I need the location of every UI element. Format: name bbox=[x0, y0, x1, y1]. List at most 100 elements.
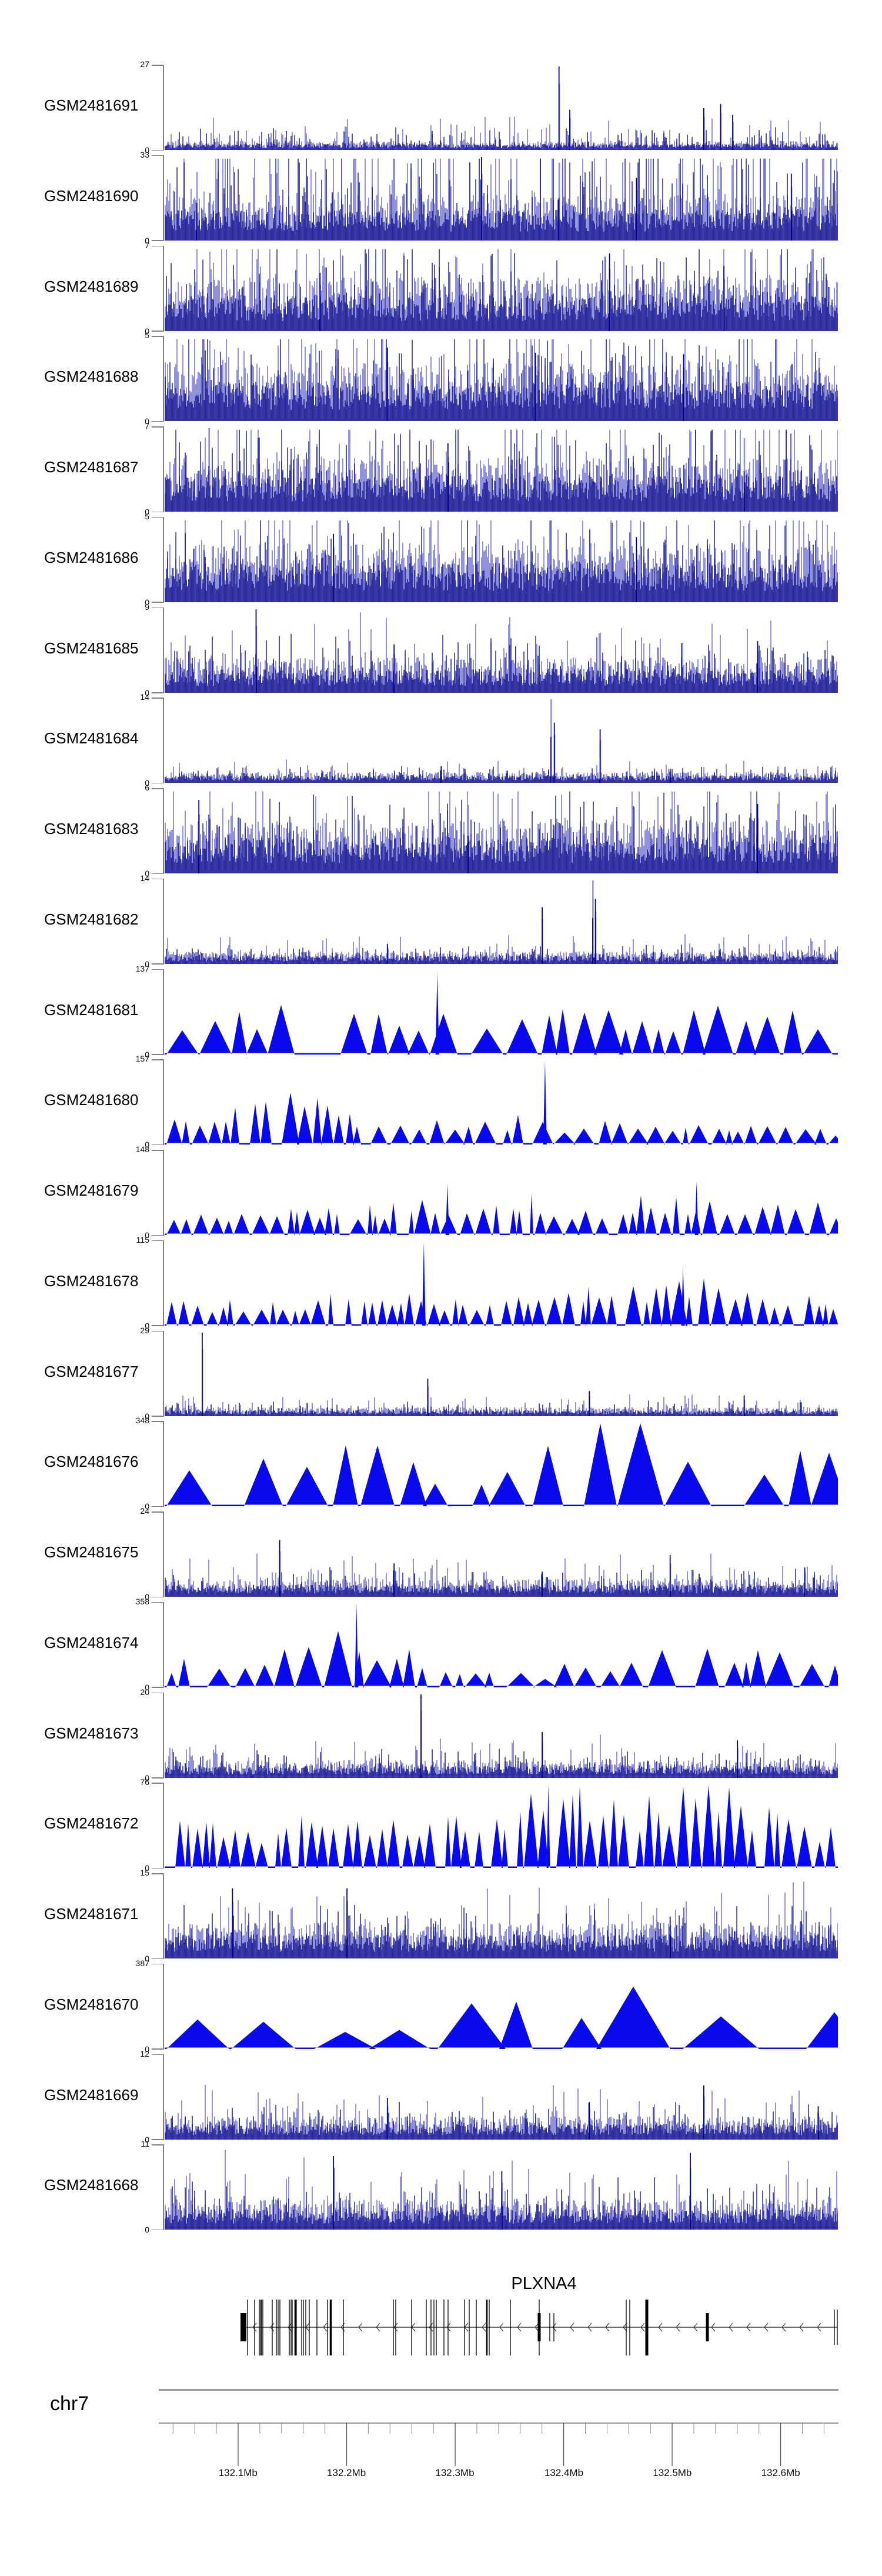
separator-line bbox=[159, 2389, 838, 2391]
track-y-axis-line bbox=[163, 1783, 164, 1869]
track-ymax-label: 24 bbox=[140, 1506, 149, 1516]
track-ymax-label: 20 bbox=[140, 1687, 149, 1697]
track-y-axis-bottom-tick bbox=[152, 1144, 163, 1146]
track-y-axis-line bbox=[163, 1240, 164, 1326]
track-ymax-label: 14 bbox=[140, 692, 149, 702]
track-ymax-label: 29 bbox=[140, 1325, 149, 1335]
track-label: GSM2481688 bbox=[44, 368, 139, 386]
track-y-axis-top-tick bbox=[152, 969, 163, 970]
track-y-axis-top-tick bbox=[152, 1873, 163, 1874]
track-ymin-label: 0 bbox=[145, 1320, 149, 1330]
track-row: GSM2481689 7 0 bbox=[0, 241, 882, 336]
track-y-axis-top-tick bbox=[152, 1511, 163, 1513]
track-y-axis-bottom-tick bbox=[152, 421, 163, 422]
track-y-axis-bottom-tick bbox=[152, 1958, 163, 1960]
signal-plot bbox=[165, 699, 838, 783]
track-y-axis-line bbox=[163, 65, 164, 151]
track-ymin-label: 0 bbox=[145, 688, 149, 698]
track-label: GSM2481686 bbox=[44, 548, 139, 566]
track-ymin-label: 0 bbox=[145, 1592, 149, 1601]
track-y-axis-top-tick bbox=[152, 1783, 163, 1784]
track-label: GSM2481675 bbox=[44, 1543, 139, 1561]
track-ymin-label: 0 bbox=[145, 1501, 149, 1511]
track-y-axis-top-tick bbox=[152, 155, 163, 156]
track-ymin-label: 0 bbox=[145, 2225, 149, 2235]
track-y-axis-bottom-tick bbox=[152, 149, 163, 151]
track-y-axis-bottom-tick bbox=[152, 1777, 163, 1778]
track-row: GSM2481682 14 0 bbox=[0, 873, 882, 969]
track-y-axis-bottom-tick bbox=[152, 511, 163, 513]
track-row: GSM2481669 12 0 bbox=[0, 2048, 882, 2144]
track-ymin-label: 0 bbox=[145, 1773, 149, 1783]
track-y-axis-top-tick bbox=[152, 788, 163, 789]
track-y-axis-line bbox=[163, 155, 164, 241]
track-y-axis-line bbox=[163, 1150, 164, 1236]
track-ymin-label: 0 bbox=[145, 2134, 149, 2144]
track-y-axis-line bbox=[163, 2144, 164, 2231]
signal-plot bbox=[165, 1182, 838, 1235]
track-ymin-label: 0 bbox=[145, 326, 149, 336]
track-label: GSM2481680 bbox=[44, 1091, 139, 1109]
track-y-axis-line bbox=[163, 1692, 164, 1778]
track-y-axis-line bbox=[163, 607, 164, 693]
track-y-axis-line bbox=[163, 1963, 164, 2050]
track-y-axis-line bbox=[163, 1330, 164, 1417]
track-label: GSM2481683 bbox=[44, 820, 139, 837]
track-y-axis-top-tick bbox=[152, 1692, 163, 1694]
track-label: GSM2481677 bbox=[44, 1362, 139, 1380]
track-row: GSM2481680 157 0 bbox=[0, 1054, 882, 1149]
track-label: GSM2481685 bbox=[44, 639, 139, 657]
track-y-axis-line bbox=[163, 245, 164, 332]
track-label: GSM2481687 bbox=[44, 458, 139, 476]
track-label: GSM2481669 bbox=[44, 2086, 139, 2104]
track-label: GSM2481676 bbox=[44, 1453, 139, 1471]
track-ymin-label: 0 bbox=[145, 959, 149, 969]
gene-model bbox=[240, 2300, 838, 2355]
track-y-axis-top-tick bbox=[152, 2054, 163, 2056]
track-ymax-label: 5 bbox=[145, 511, 149, 521]
track-label: GSM2481690 bbox=[44, 186, 139, 205]
signal-plot bbox=[165, 2084, 838, 2140]
track-ymin-label: 0 bbox=[145, 1863, 149, 1873]
genome-ruler bbox=[159, 2422, 838, 2466]
track-y-axis-line bbox=[163, 788, 164, 874]
track-label: GSM2481672 bbox=[44, 1814, 139, 1833]
track-y-axis-top-tick bbox=[152, 245, 163, 247]
track-y-axis-bottom-tick bbox=[152, 331, 163, 332]
track-ymin-label: 0 bbox=[145, 1682, 149, 1692]
track-row: GSM2481683 6 0 bbox=[0, 783, 882, 878]
track-row: GSM2481681 137 0 bbox=[0, 964, 882, 1059]
track-y-axis-bottom-tick bbox=[152, 1054, 163, 1055]
track-label: GSM2481668 bbox=[44, 2176, 139, 2194]
track-y-axis-bottom-tick bbox=[152, 963, 163, 965]
track-y-axis-line bbox=[163, 878, 164, 965]
track-y-axis-top-tick bbox=[152, 1150, 163, 1151]
track-y-axis-top-tick bbox=[152, 1601, 163, 1603]
track-y-axis-line bbox=[163, 1059, 164, 1146]
track-label: GSM2481678 bbox=[44, 1272, 139, 1290]
track-y-axis-bottom-tick bbox=[152, 1234, 163, 1236]
track-y-axis-top-tick bbox=[152, 1059, 163, 1060]
track-label: GSM2481684 bbox=[44, 729, 139, 748]
track-y-axis-top-tick bbox=[152, 878, 163, 880]
track-row: GSM2481688 5 0 bbox=[0, 331, 882, 426]
track-y-axis-bottom-tick bbox=[152, 602, 163, 603]
axis-tick-label: 132.3Mb bbox=[435, 2467, 475, 2478]
signal-plot bbox=[165, 1603, 838, 1687]
track-ymax-label: 7 bbox=[145, 421, 149, 431]
track-label: GSM2481689 bbox=[44, 277, 139, 295]
track-ymax-label: 9 bbox=[145, 602, 149, 612]
track-label: GSM2481691 bbox=[44, 96, 139, 114]
track-row: GSM2481668 11 0 bbox=[0, 2139, 882, 2235]
track-ymax-label: 12 bbox=[140, 2048, 149, 2058]
track-y-axis-bottom-tick bbox=[152, 1325, 163, 1326]
track-row: GSM2481674 358 0 bbox=[0, 1597, 882, 1692]
gene-name-label: PLXNA4 bbox=[511, 2274, 577, 2293]
track-y-axis-line bbox=[163, 336, 164, 422]
track-y-axis-bottom-tick bbox=[152, 1596, 163, 1598]
track-ymax-label: 387 bbox=[135, 1958, 149, 1968]
track-row: GSM2481671 15 0 bbox=[0, 1868, 882, 1963]
signal-plot bbox=[165, 791, 838, 873]
track-ymin-label: 0 bbox=[145, 1411, 149, 1421]
signal-plot bbox=[165, 1423, 838, 1507]
